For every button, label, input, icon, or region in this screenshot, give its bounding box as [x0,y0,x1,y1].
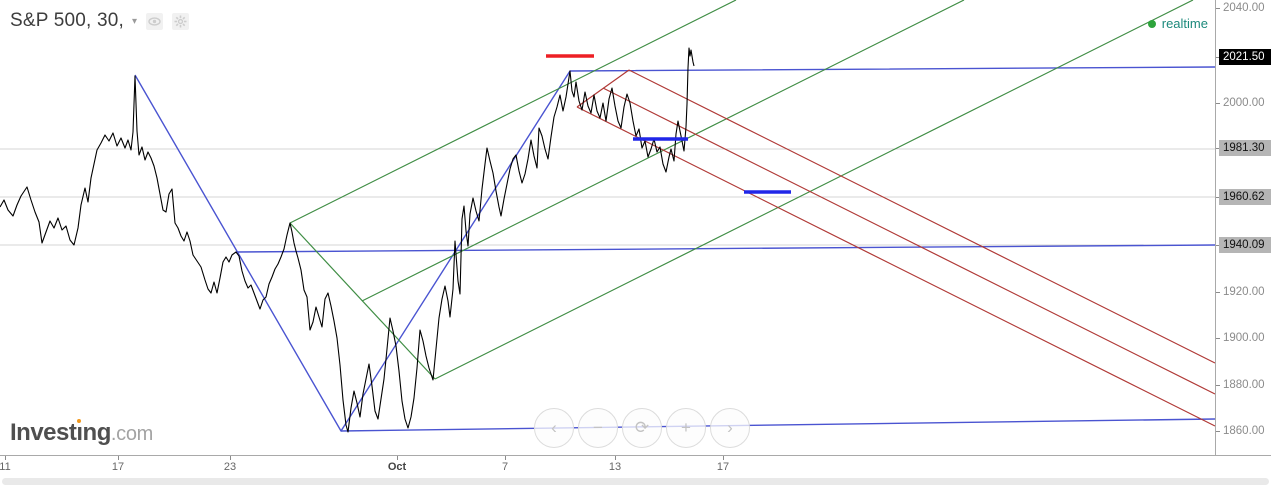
blue-bottom-support[interactable] [340,418,1216,432]
red-channel-mid[interactable] [602,87,1216,395]
price-axis-label: 1940.09 [1219,237,1271,253]
zoom-out-button[interactable]: − [578,408,618,448]
price-tick [1216,385,1220,386]
investing-logo: Investı ng.com [10,419,154,446]
instrument-header: S&P 500, 30, ▾ [10,10,190,32]
gear-icon [174,15,187,27]
time-tick [397,456,398,460]
time-axis-label: 23 [223,461,237,473]
time-tick [505,456,506,460]
price-tick [1216,8,1220,9]
price-axis-label: 1960.62 [1219,189,1271,205]
price-axis-label: 2000.00 [1223,97,1265,109]
time-axis-label: 7 [501,461,509,473]
time-tick [723,456,724,460]
logo-orange-dot-i: ı [76,419,83,446]
time-axis-label: 11 [0,461,11,473]
time-tick [615,456,616,460]
price-series-line[interactable] [0,47,695,433]
time-axis-label: Oct [387,461,407,473]
realtime-status: realtime [1147,16,1208,31]
chevron-down-icon[interactable]: ▾ [132,15,138,27]
green-channel-top[interactable] [289,0,737,224]
time-axis-label: 17 [111,461,125,473]
price-axis[interactable]: 2040.00 2021.50 2000.00 1981.30 1960.62 1940.… [1215,0,1271,455]
red-channel-bot[interactable] [576,106,1216,427]
instrument-title: S&P 500, 30, [10,10,125,31]
price-tick [1216,148,1220,149]
zoom-in-button[interactable]: + [666,408,706,448]
time-axis-label: 13 [608,461,622,473]
time-axis-label: 17 [716,461,730,473]
price-tick [1216,431,1220,432]
time-tick [118,456,119,460]
price-axis-label: 1920.00 [1223,286,1265,298]
price-tick [1216,245,1220,246]
price-tick [1216,57,1220,58]
toggle-visibility-button[interactable] [146,12,164,30]
chart-settings-button[interactable] [172,12,190,30]
price-tick [1216,338,1220,339]
price-tick [1216,103,1220,104]
logo-tittle-dot [77,419,82,423]
price-axis-label: 1860.00 [1223,425,1265,437]
price-axis-label: 1981.30 [1219,140,1271,156]
realtime-dot-icon [1147,19,1156,28]
price-axis-label: 2040.00 [1223,2,1265,14]
eye-icon [148,16,161,26]
realtime-label: realtime [1161,16,1208,31]
price-axis-label: 1900.00 [1223,332,1265,344]
price-axis-label: 1880.00 [1223,379,1265,391]
reset-view-button[interactable]: ⟳ [622,408,662,448]
time-tick [5,456,6,460]
red-channel-top[interactable] [628,69,1216,364]
green-channel-bot[interactable] [434,0,1194,380]
pan-right-button[interactable]: › [710,408,750,448]
current-price-badge: 2021.50 [1219,49,1271,65]
blue-mid-level[interactable] [235,244,1216,253]
price-tick [1216,197,1220,198]
pan-left-button[interactable]: ‹ [534,408,574,448]
bottom-scroll-bar[interactable] [2,478,1269,485]
price-tick [1216,292,1220,293]
time-axis[interactable]: 11 17 23 Oct 7 13 17 [0,455,1271,479]
time-tick [230,456,231,460]
chart-nav-controls: ‹ − ⟳ + › [534,408,750,448]
